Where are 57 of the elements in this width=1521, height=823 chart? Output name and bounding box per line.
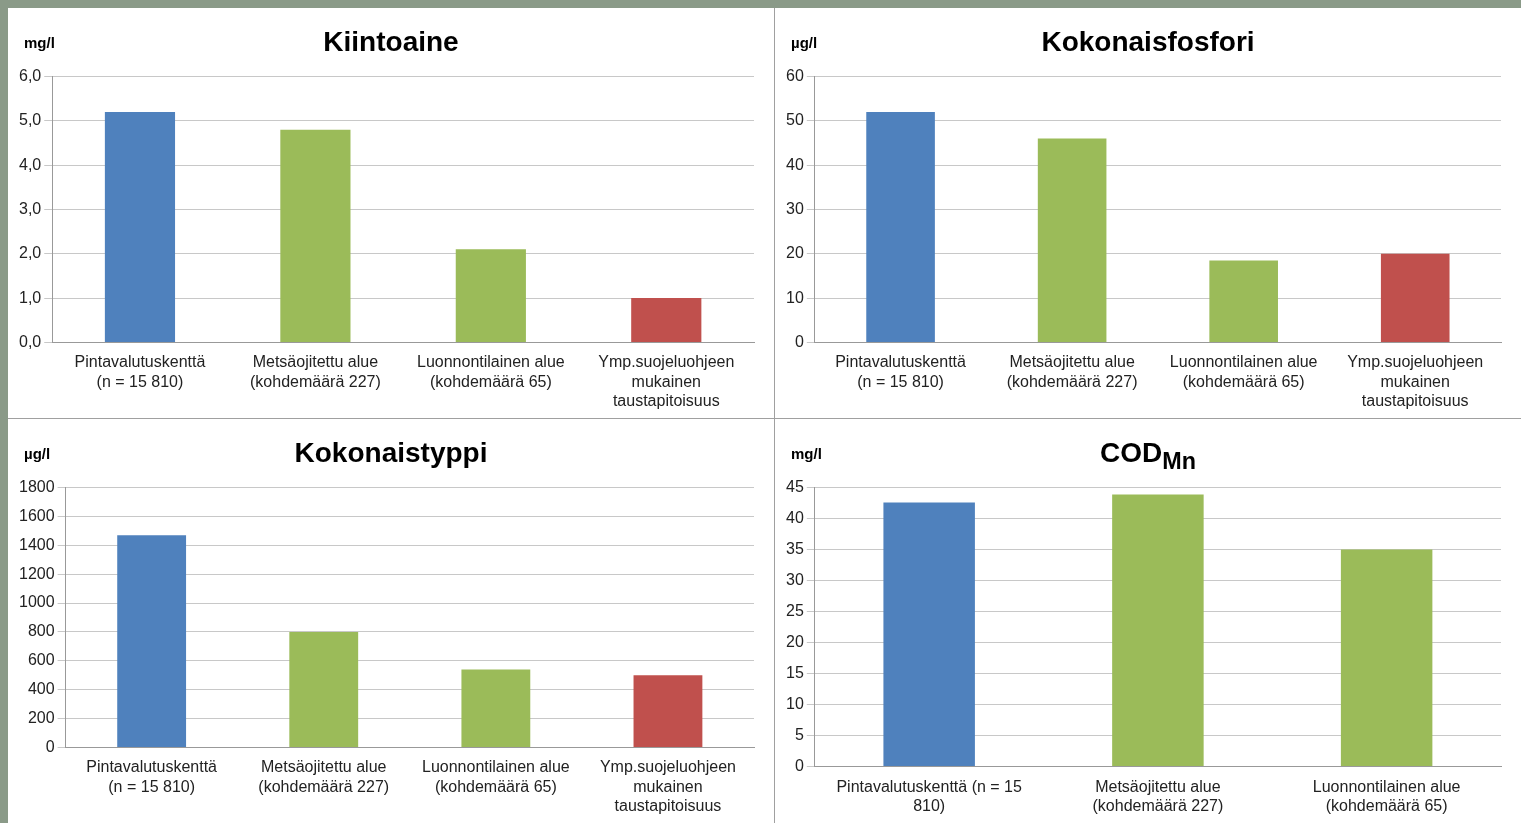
y-tick-label: 600 [27,651,55,669]
chart-title: COD$_{Mn}$ [1100,437,1196,474]
chart-title: Kokonaistyppi [294,437,488,468]
y-tick-label: 20 [786,633,804,651]
y-tick-label: 45 [786,478,804,496]
y-axis-title: µg/l [791,34,818,51]
y-tick-label: 6,0 [18,67,42,85]
x-tick-label: Ymp.suojeluohjeen mukainen taustapitoisuus [1347,353,1484,409]
x-tick-label: Pintavalutuskenttä (n = 15 810) [74,353,206,390]
x-tick-label: Metsäojitettu alue (kohdemäärä 227) [258,758,390,795]
x-tick-label: Pintavalutuskenttä (n = 15 810) [835,353,967,390]
x-tick-label: Ymp.suojeluohjeen mukainen taustapitoisuus [598,353,735,409]
y-tick-label: 30 [786,199,804,217]
x-tick-label: Luonnontilainen alue (kohdemäärä 65) [1312,777,1461,814]
y-tick-label: 10 [786,695,804,713]
x-tick-label: Metsäojitettu alue (kohdemäärä 227) [1006,353,1138,390]
y-tick-label: 1800 [19,478,55,496]
y-tick-label: 1000 [19,593,55,611]
y-tick-label: 4,0 [18,155,42,173]
y-tick-label: 15 [786,664,804,682]
y-axis-title: mg/l [24,34,55,51]
y-tick-label: 1,0 [18,288,42,306]
y-tick-label: 800 [27,622,55,640]
chart-title: Kokonaisfosfori [1041,26,1255,57]
y-axis-title: µg/l [24,445,51,462]
x-tick-label: Metsäojitettu alue (kohdemäärä 227) [250,353,381,390]
y-tick-label: 0,0 [18,332,42,350]
y-tick-label: 2,0 [18,244,42,262]
x-tick-label: Pintavalutuskenttä (n = 15 810) [86,758,218,795]
y-tick-label: 30 [786,571,804,589]
y-tick-label: 3,0 [18,199,42,217]
chart-title: Kiintoaine [323,26,459,57]
y-tick-label: 0 [794,332,804,350]
y-tick-label: 35 [786,540,804,558]
y-tick-label: 25 [786,602,804,620]
x-tick-label: Luonnontilainen alue (kohdemäärä 65) [1169,353,1318,390]
x-tick-label: Luonnontilainen alue (kohdemäärä 65) [417,353,565,390]
x-tick-label: Pintavalutuskenttä (n = 15 810) [836,777,1022,814]
y-tick-label: 400 [27,680,55,698]
y-tick-label: 50 [786,111,804,129]
y-tick-label: 60 [786,67,804,85]
x-tick-label: Luonnontilainen alue (kohdemäärä 65) [422,758,570,795]
x-tick-label: Metsäojitettu alue (kohdemäärä 227) [1092,777,1224,814]
y-tick-label: 0 [794,757,804,775]
y-tick-label: 40 [786,155,804,173]
y-tick-label: 20 [786,244,804,262]
y-tick-label: 5 [794,726,804,744]
y-axis-title: mg/l [791,445,822,462]
y-tick-label: 1600 [19,506,55,524]
y-tick-label: 1400 [19,535,55,553]
y-tick-label: 10 [786,288,804,306]
y-tick-label: 1200 [19,564,55,582]
x-tick-label: Ymp.suojeluohjeen mukainen taustapitoisuus [599,758,736,814]
y-tick-label: 0 [45,737,55,755]
y-tick-label: 200 [27,708,55,726]
y-tick-label: 5,0 [18,111,42,129]
y-tick-label: 40 [786,509,804,527]
